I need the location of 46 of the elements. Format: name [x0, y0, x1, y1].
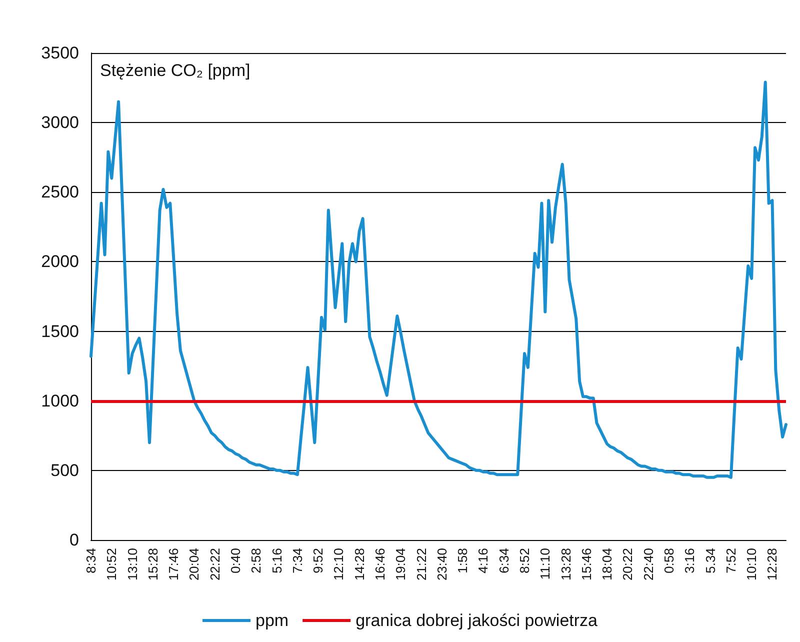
x-tick-label: 8:34	[84, 548, 98, 574]
x-tick-label: 15:46	[578, 548, 594, 581]
x-tick-label: 1:58	[455, 548, 470, 574]
x-tick-label: 18:04	[600, 548, 615, 581]
y-tick-label: 3000	[41, 113, 79, 132]
x-tick-label: 20:22	[620, 548, 636, 581]
y-tick-label: 500	[50, 460, 79, 480]
x-tick-label: 21:22	[414, 548, 429, 581]
x-tick-label: 16:46	[372, 548, 388, 581]
x-tick-label: 13:10	[124, 548, 140, 581]
x-tick-label: 11:10	[538, 548, 553, 580]
y-tick-label: 0	[70, 530, 79, 550]
y-tick-label: 2500	[41, 182, 79, 202]
x-tick-label: 13:28	[558, 548, 574, 581]
x-tick-label: 10:52	[104, 548, 120, 581]
x-tick-label: 22:40	[640, 548, 656, 581]
x-tick-label: 19:04	[393, 548, 408, 581]
x-tick-label: 20:04	[186, 548, 202, 581]
y-axis-title: Stężenie CO₂ [ppm]	[100, 61, 250, 80]
line-series	[90, 80, 788, 479]
x-tick-label: 7:52	[723, 548, 738, 574]
x-tick-label: 8:52	[517, 548, 532, 574]
x-tick-label: 12:28	[764, 548, 780, 581]
y-tick-label: 3500	[41, 44, 79, 62]
x-tick-label: 2:58	[248, 548, 264, 574]
x-tick-label: 5:16	[269, 548, 284, 574]
x-tick-label: 14:28	[352, 548, 367, 581]
x-tick-label: 23:40	[434, 548, 450, 581]
x-tick-label: 5.34	[702, 548, 718, 574]
legend-label: granica dobrej jakości powietrza	[356, 611, 598, 630]
x-tick-label: 9:52	[310, 548, 326, 574]
y-tick-label: 1000	[41, 391, 79, 410]
x-tick-label: 7:34	[290, 548, 305, 574]
x-tick-label: 0:40	[228, 548, 244, 574]
x-tick-label: 22:22	[207, 548, 222, 581]
x-tick-label: 17:46	[166, 548, 182, 581]
y-tick-label: 2000	[41, 252, 79, 272]
x-tick-label: 3:16	[682, 548, 698, 574]
legend-label: ppm	[256, 611, 289, 630]
x-tick-label: 0:58	[662, 548, 677, 574]
x-tick-label: 6:34	[496, 548, 512, 574]
x-tick-label: 4:16	[476, 548, 491, 574]
x-tick-label: 10:10	[744, 548, 760, 581]
x-tick-label: 15:28	[145, 548, 160, 581]
y-tick-label: 1500	[41, 322, 79, 341]
x-tick-label: 12:10	[331, 548, 346, 581]
